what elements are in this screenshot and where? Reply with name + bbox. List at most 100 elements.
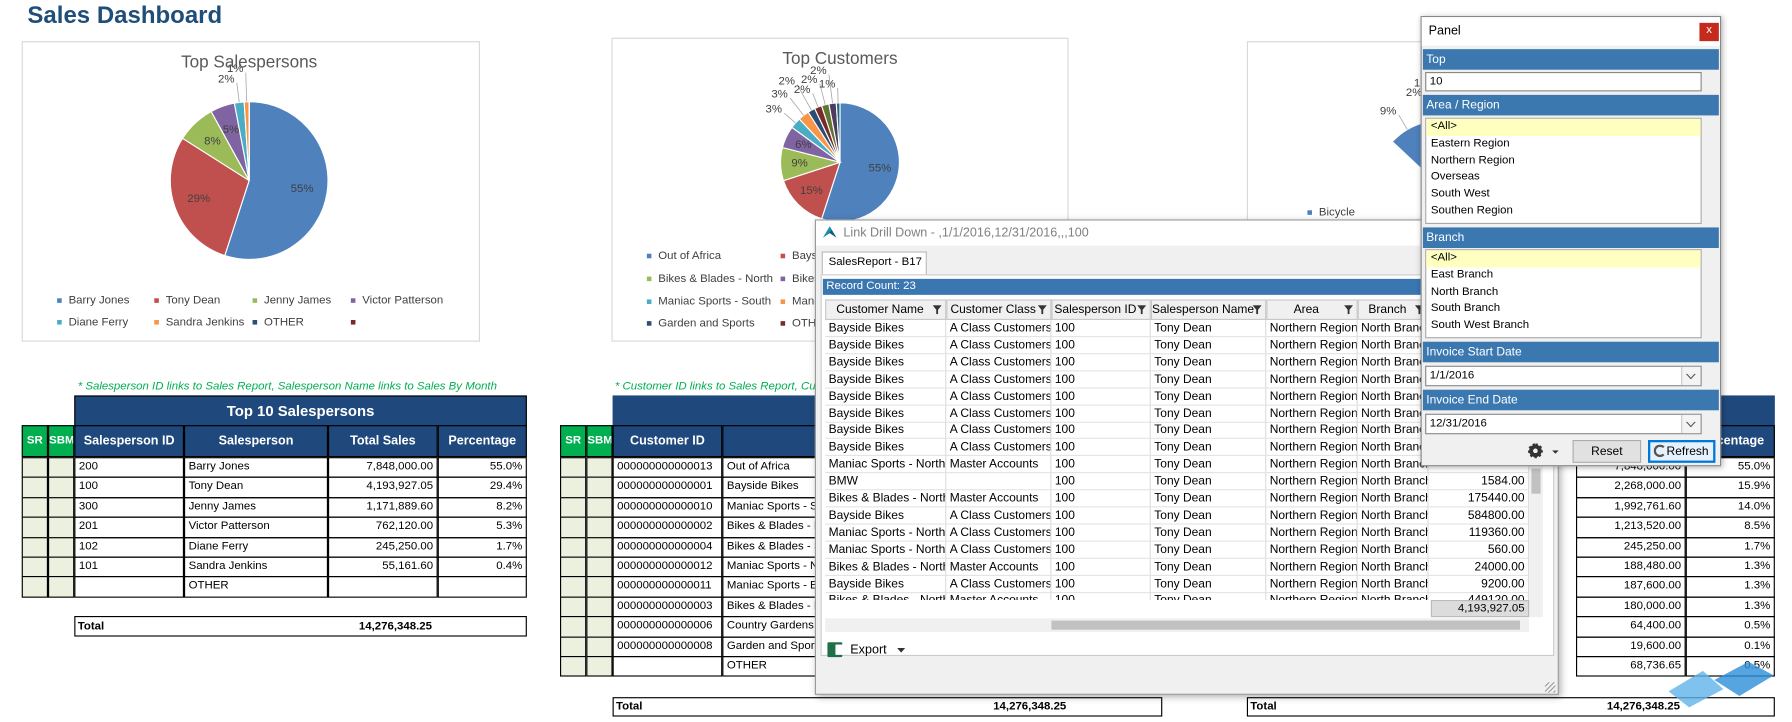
list-item[interactable]: South West: [1430, 187, 1490, 201]
table-cell: 1.3%: [1685, 596, 1775, 618]
header-text: Customer Class: [950, 302, 1036, 317]
sbm-cell: [586, 616, 613, 638]
table-cell: Sandra Jenkins: [183, 556, 328, 578]
filter-icon[interactable]: [1137, 305, 1147, 315]
leader-line: [236, 82, 240, 103]
list-item[interactable]: <All>: [1426, 250, 1701, 268]
sbm-cell: [47, 516, 75, 538]
grid-cell: A Class Customers: [946, 354, 1052, 372]
table-cell: 15.9%: [1685, 477, 1775, 499]
sr-cell: [21, 477, 48, 499]
filter-icon[interactable]: [1414, 305, 1424, 315]
sbm-cell: [586, 457, 613, 479]
filter-icon[interactable]: [932, 305, 942, 315]
table-cell: 1.3%: [1685, 576, 1775, 598]
sbm-cell: [47, 556, 75, 578]
pie-label: 29%: [187, 193, 210, 205]
pie-label: 15%: [800, 185, 823, 197]
list-item[interactable]: East Branch: [1430, 268, 1494, 281]
excel-icon-sheet: [835, 644, 844, 655]
grid-cell: North Branch: [1357, 371, 1429, 389]
table-cell: 64,400.00: [1575, 616, 1686, 638]
list-item[interactable]: Southen Region: [1430, 204, 1513, 218]
gear-arrow: [1551, 450, 1559, 454]
legend-marker: [646, 276, 652, 282]
grid-cell: Northern Region: [1266, 405, 1358, 423]
list-item[interactable]: Eastern Region: [1430, 136, 1510, 150]
date-select[interactable]: 1/1/2016: [1425, 365, 1702, 387]
sbm-cell: [47, 536, 75, 558]
table-cell: 000000000000006: [612, 616, 723, 638]
column-header: SBM: [47, 425, 75, 458]
pie-slice: [169, 137, 250, 257]
legend-label: Jenny James: [264, 295, 331, 307]
tab[interactable]: SalesReport - B17: [821, 251, 927, 275]
legend-marker: [780, 299, 786, 304]
table-cell: 19,600.00: [1575, 636, 1686, 658]
section-header: Invoice Start Date: [1422, 341, 1719, 363]
list-item[interactable]: South West Branch: [1430, 319, 1530, 332]
pie-label: 2%: [801, 74, 818, 86]
grid-cell: Bayside Bikes: [825, 319, 947, 338]
grid-cell: Tony Dean: [1150, 524, 1267, 542]
legend-marker: [252, 319, 258, 325]
grid-cell: Northern Region: [1266, 490, 1358, 508]
sbm-cell: [586, 516, 613, 538]
list-item[interactable]: <All>: [1426, 118, 1701, 136]
grid-cell: 175440.00: [1428, 490, 1530, 508]
legend-label: Sandra Jenkins: [166, 316, 245, 328]
legend-label: Garden and Sports: [658, 317, 755, 329]
grid-cell: Maniac Sports - North: [825, 541, 947, 559]
grid-cell: North Branch: [1357, 388, 1429, 406]
table-cell: 000000000000011: [612, 576, 723, 598]
hscroll-thumb: [1051, 620, 1520, 630]
table-cell: 5.3%: [437, 516, 527, 538]
leader-line: [819, 83, 826, 105]
refresh-icon: [1653, 444, 1667, 458]
refresh-button[interactable]: Refresh: [1647, 439, 1716, 463]
grid-cell: Maniac Sports - North: [825, 456, 947, 474]
grid-cell: North Branch: [1357, 558, 1429, 576]
table-cell: 300: [74, 496, 184, 518]
grid-header: Branch: [1357, 299, 1429, 320]
list-item[interactable]: Overseas: [1430, 170, 1480, 184]
grid-cell: North Branch: [1357, 473, 1429, 491]
reset-button[interactable]: Reset: [1572, 439, 1642, 463]
list-item[interactable]: North Branch: [1430, 285, 1499, 298]
total-value: 14,276,348.25: [1606, 700, 1680, 714]
section-header: Branch: [1422, 227, 1719, 248]
grid-cell: Tony Dean: [1150, 575, 1267, 593]
grid-cell: Northern Region: [1266, 422, 1358, 440]
sbm-cell: [586, 596, 613, 618]
grid-cell: North Branch: [1357, 354, 1429, 372]
date-select[interactable]: 12/31/2016: [1425, 413, 1702, 435]
grid-cell: Northern Region: [1266, 354, 1358, 372]
section-header: Top: [1422, 49, 1719, 70]
total-row: [1246, 697, 1775, 717]
filter-icon[interactable]: [1252, 305, 1262, 315]
sr-cell: [559, 636, 587, 658]
top-input[interactable]: 10: [1425, 71, 1702, 92]
table-cell: 14.0%: [1685, 496, 1775, 518]
grid-cell: Tony Dean: [1150, 371, 1267, 389]
legend-marker: [646, 253, 652, 259]
grid-cell: A Class Customers: [946, 405, 1052, 423]
table-cell: 0.1%: [1685, 636, 1775, 658]
grid-cell: Tony Dean: [1150, 507, 1267, 525]
filter-icon[interactable]: [1037, 305, 1047, 315]
grid-cell: Tony Dean: [1150, 456, 1267, 474]
vscroll-thumb: [1531, 468, 1541, 494]
list-item[interactable]: Northern Region: [1430, 153, 1515, 167]
export-button[interactable]: Export: [850, 643, 887, 658]
column-header: Customer ID: [612, 425, 723, 458]
total-band: [825, 599, 1530, 619]
table-cell: 29.4%: [437, 477, 527, 499]
leader-line: [828, 74, 833, 104]
filter-icon[interactable]: [1343, 305, 1354, 315]
column-header: Total Sales: [327, 425, 438, 458]
grid-cell: [946, 473, 1052, 491]
close-button[interactable]: x: [1699, 22, 1719, 42]
list-item[interactable]: South Branch: [1430, 302, 1501, 315]
grid-cell: 449120.00: [1429, 592, 1530, 600]
